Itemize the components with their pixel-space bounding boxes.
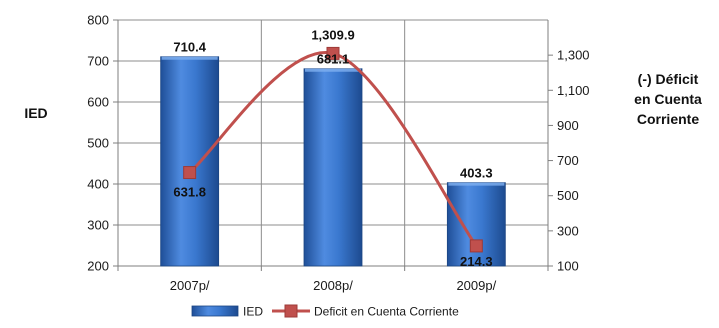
right-tick-label: 900 (557, 118, 579, 133)
left-tick-label: 600 (87, 95, 109, 110)
left-tick-label: 500 (87, 136, 109, 151)
deficit-point-marker (183, 166, 197, 180)
right-axis-title-line: en Cuenta (634, 91, 702, 107)
right-tick-label: 100 (557, 259, 579, 274)
left-tick-label: 300 (87, 218, 109, 233)
ied-data-label: 681.1 (317, 52, 350, 67)
deficit-data-label: 214.3 (460, 254, 493, 269)
left-axis-title: IED (24, 105, 47, 121)
legend-ied-swatch (191, 305, 239, 317)
ied-bar-highlight (448, 182, 505, 186)
left-tick-label: 700 (87, 54, 109, 69)
deficit-line (183, 46, 483, 253)
right-axis-title-line: (-) Déficit (638, 71, 699, 87)
deficit-point-marker (469, 239, 483, 253)
right-axis-title-line: Corriente (637, 111, 699, 127)
axes: 200 300 400 500 600 700 800 100 300 500 700 900 1,10… (24, 13, 702, 294)
ied-data-label: 710.4 (173, 40, 206, 55)
deficit-data-label: 631.8 (173, 185, 206, 200)
left-tick-label: 400 (87, 177, 109, 192)
left-tick-label: 800 (87, 13, 109, 28)
category-label: 2007p/ (170, 278, 210, 293)
ied-data-label: 403.3 (460, 166, 493, 181)
right-tick-label: 1,300 (557, 48, 590, 63)
right-tick-label: 300 (557, 223, 579, 238)
ied-bar-highlight (161, 56, 218, 60)
category-label: 2009p/ (456, 278, 496, 293)
left-tick-label: 200 (87, 259, 109, 274)
legend-deficit-marker (284, 304, 298, 318)
category-label: 2008p/ (313, 278, 353, 293)
deficit-point-marker (326, 46, 340, 60)
legend-deficit-label: Deficit en Cuenta Corriente (314, 305, 459, 319)
right-tick-label: 1,100 (557, 83, 590, 98)
ied-bar (303, 68, 363, 267)
right-tick-label: 700 (557, 153, 579, 168)
deficit-data-label: 1,309.9 (311, 27, 354, 42)
data-labels: 710.4 681.1 403.3 631.8 1,309.9 214.3 (173, 27, 492, 269)
ied-bar-highlight (305, 68, 361, 72)
legend-ied-label: IED (243, 305, 263, 319)
ied-bar (160, 56, 220, 267)
legend: IED Deficit en Cuenta Corriente (191, 304, 459, 319)
right-tick-label: 500 (557, 188, 579, 203)
ied-bars (160, 56, 506, 267)
